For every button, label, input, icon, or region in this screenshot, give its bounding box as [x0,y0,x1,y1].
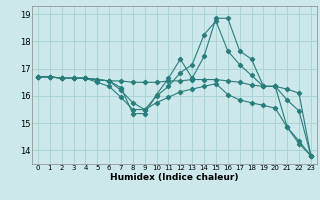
X-axis label: Humidex (Indice chaleur): Humidex (Indice chaleur) [110,173,239,182]
